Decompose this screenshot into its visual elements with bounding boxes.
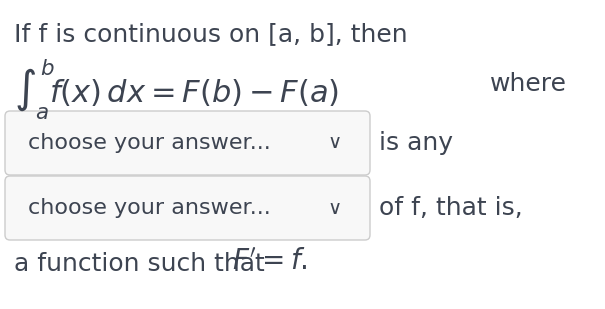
FancyBboxPatch shape — [5, 111, 370, 175]
Text: is any: is any — [379, 131, 453, 155]
Text: $\int_a^b\! f(x)\,dx = F(b) - F(a)$: $\int_a^b\! f(x)\,dx = F(b) - F(a)$ — [14, 58, 339, 122]
Text: ∨: ∨ — [328, 198, 342, 218]
Text: a function such that: a function such that — [14, 252, 273, 276]
Text: choose your answer...: choose your answer... — [28, 198, 271, 218]
Text: where: where — [490, 72, 567, 96]
Text: choose your answer...: choose your answer... — [28, 133, 271, 153]
Text: of f, that is,: of f, that is, — [379, 196, 523, 220]
Text: $\boldsymbol{F'} = f.$: $\boldsymbol{F'} = f.$ — [232, 248, 308, 276]
FancyBboxPatch shape — [5, 176, 370, 240]
Text: ∨: ∨ — [328, 133, 342, 153]
Text: If f is continuous on [a, b], then: If f is continuous on [a, b], then — [14, 22, 408, 46]
